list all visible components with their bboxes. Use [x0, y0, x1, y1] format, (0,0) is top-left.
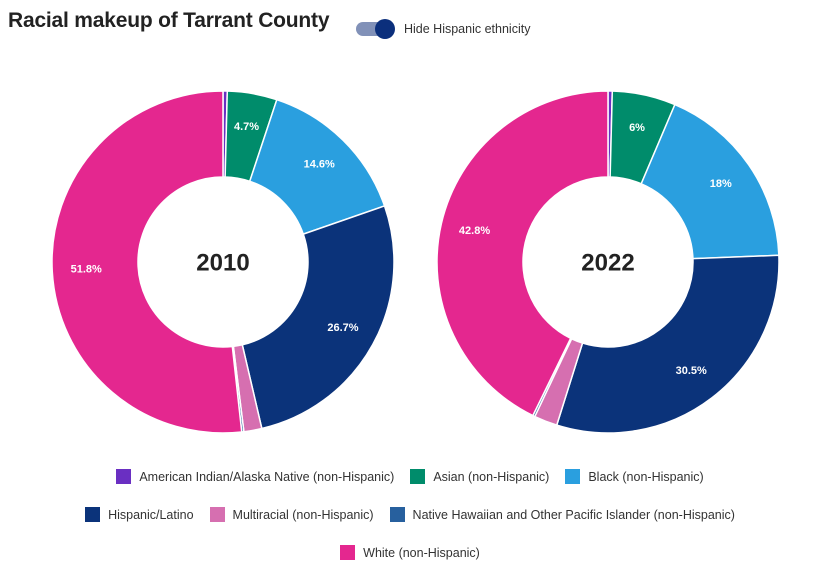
- legend-swatch: [565, 469, 581, 484]
- slice-2010-white-non-hispanic[interactable]: [51, 90, 243, 434]
- legend-swatch: [85, 507, 101, 522]
- legend-label: White (non-Hispanic): [363, 545, 480, 560]
- data-label-2022-hispanic-latino: 30.5%: [676, 365, 707, 377]
- legend-label: Multiracial (non-Hispanic): [232, 507, 374, 522]
- donut-center-label-2022: 2022: [581, 250, 634, 277]
- legend-label: Hispanic/Latino: [108, 507, 194, 522]
- data-label-2010-asian-non-hispanic: 4.7%: [234, 121, 259, 133]
- legend-item-american-indian-alaska-native-non-hispanic[interactable]: American Indian/Alaska Native (non-Hispa…: [116, 467, 394, 486]
- data-label-2010-black-non-hispanic: 14.6%: [304, 158, 335, 170]
- toggle-track[interactable]: [356, 19, 395, 39]
- legend-label: Black (non-Hispanic): [588, 469, 704, 484]
- chart-title: Racial makeup of Tarrant County: [8, 9, 330, 32]
- data-label-2022-black-non-hispanic: 18%: [710, 178, 732, 190]
- legend-label: Asian (non-Hispanic): [433, 469, 550, 484]
- legend-swatch: [116, 469, 132, 484]
- legend-label: Native Hawaiian and Other Pacific Island…: [412, 507, 735, 522]
- legend-item-black-non-hispanic[interactable]: Black (non-Hispanic): [565, 467, 704, 486]
- toggle-label: Hide Hispanic ethnicity: [404, 22, 531, 36]
- slice-2022-white-non-hispanic[interactable]: [436, 90, 609, 417]
- data-label-2022-asian-non-hispanic: 6%: [629, 122, 645, 134]
- legend-swatch: [340, 545, 356, 560]
- legend-label: American Indian/Alaska Native (non-Hispa…: [139, 469, 395, 484]
- chart-legend: American Indian/Alaska Native (non-Hispa…: [60, 467, 760, 562]
- legend-item-hispanic-latino[interactable]: Hispanic/Latino: [85, 505, 194, 524]
- legend-item-multiracial-non-hispanic[interactable]: Multiracial (non-Hispanic): [209, 505, 374, 524]
- data-label-2010-hispanic-latino: 26.7%: [327, 322, 358, 334]
- legend-item-white-non-hispanic[interactable]: White (non-Hispanic): [340, 543, 480, 562]
- slice-2022-hispanic-latino[interactable]: [555, 254, 780, 434]
- slice-2022-black-non-hispanic[interactable]: [640, 103, 780, 260]
- legend-swatch: [209, 507, 225, 522]
- slice-2010-hispanic-latino[interactable]: [241, 204, 395, 430]
- legend-item-native-hawaiian-and-other-pacific-islander-non-hispanic[interactable]: Native Hawaiian and Other Pacific Island…: [389, 505, 735, 524]
- legend-swatch: [410, 469, 426, 484]
- donut-center-label-2010: 2010: [196, 250, 249, 277]
- legend-swatch: [389, 507, 405, 522]
- legend-item-asian-non-hispanic[interactable]: Asian (non-Hispanic): [410, 467, 549, 486]
- toggle-knob[interactable]: [375, 19, 395, 39]
- hide-hispanic-toggle[interactable]: Hide Hispanic ethnicity: [356, 19, 531, 39]
- data-label-2010-white-non-hispanic: 51.8%: [71, 264, 102, 276]
- data-label-2022-white-non-hispanic: 42.8%: [459, 225, 490, 237]
